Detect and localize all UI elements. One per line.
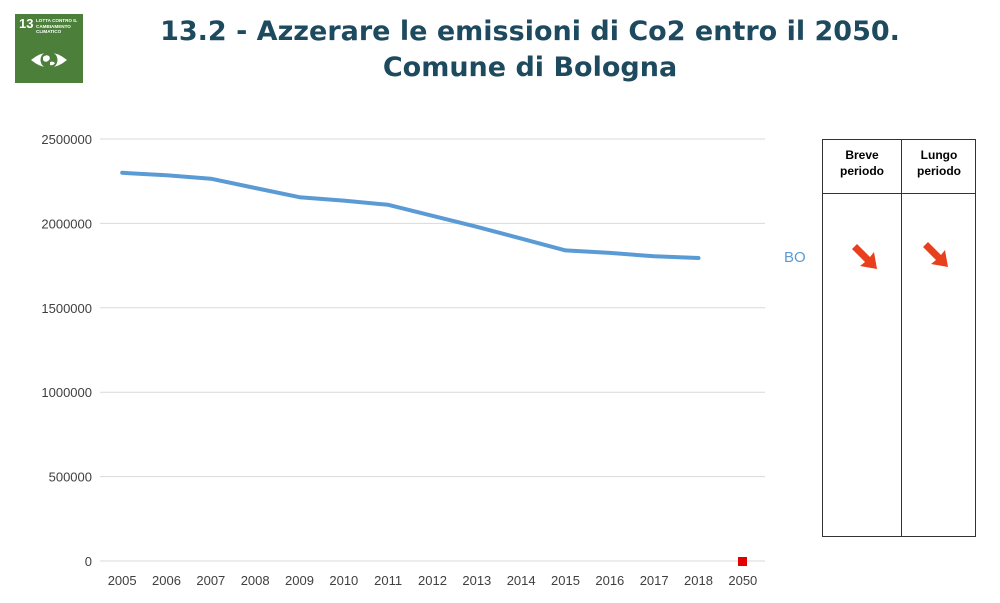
table-header-divider	[823, 193, 975, 194]
down-right-arrow-icon	[923, 242, 948, 267]
x-tick-label: 2015	[551, 573, 580, 588]
trend-table: Breve periodo Lungo periodo	[822, 139, 976, 537]
emissions-line-chart: 0 500000 1000000 1500000 2000000 2500000 2005 2…	[41, 132, 765, 588]
y-tick-label: 2500000	[41, 132, 92, 147]
page-title: 13.2 - Azzerare le emissioni di Co2 entr…	[100, 14, 960, 86]
x-tick-label: 2016	[595, 573, 624, 588]
x-tick-label: 2010	[329, 573, 358, 588]
x-tick-label: 2013	[462, 573, 491, 588]
x-tick-label: 2050	[728, 573, 757, 588]
lungo-header-line-1: Lungo	[920, 148, 958, 162]
x-tick-label: 2005	[108, 573, 137, 588]
down-right-arrow-icon	[852, 244, 877, 269]
series-line-bo	[120, 170, 701, 260]
title-line-1: 13.2 - Azzerare le emissioni di Co2 entr…	[160, 16, 900, 47]
x-tick-label: 2012	[418, 573, 447, 588]
x-tick-label: 2011	[374, 573, 402, 588]
eye-globe-icon	[31, 51, 67, 69]
breve-header-line-1: Breve	[845, 148, 879, 162]
table-column-divider	[901, 140, 902, 536]
lungo-header-line-2: periodo	[917, 164, 961, 178]
y-tick-label: 2000000	[41, 216, 92, 231]
sdg-label: LOTTA CONTRO IL CAMBIAMENTO CLIMATICO	[36, 18, 78, 35]
series-label-bo: BO	[784, 249, 806, 266]
x-tick-label: 2006	[152, 573, 181, 588]
lungo-periodo-header: Lungo periodo	[902, 147, 976, 179]
breve-periodo-header: Breve periodo	[823, 147, 901, 179]
x-tick-label: 2008	[241, 573, 270, 588]
target-2050-marker	[738, 556, 748, 566]
title-line-2: Comune di Bologna	[382, 52, 678, 83]
x-tick-label: 2017	[640, 573, 669, 588]
y-tick-label: 500000	[49, 470, 92, 485]
x-tick-label: 2018	[684, 573, 713, 588]
x-tick-label: 2007	[196, 573, 225, 588]
x-tick-label: 2009	[285, 573, 314, 588]
y-tick-label: 1000000	[41, 385, 92, 400]
breve-header-line-2: periodo	[840, 164, 884, 178]
y-tick-label: 0	[85, 554, 92, 569]
x-tick-label: 2014	[507, 573, 536, 588]
sdg-13-logo: 13 LOTTA CONTRO IL CAMBIAMENTO CLIMATICO	[15, 14, 83, 83]
y-tick-label: 1500000	[41, 301, 92, 316]
sdg-number: 13	[19, 16, 34, 31]
